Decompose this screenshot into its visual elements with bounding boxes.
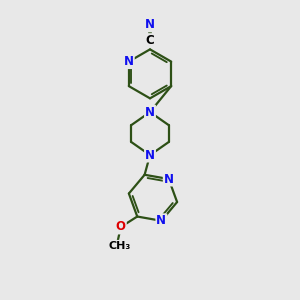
Text: N: N xyxy=(145,18,155,32)
Text: N: N xyxy=(145,148,155,162)
Text: N: N xyxy=(164,172,174,185)
Text: N: N xyxy=(145,106,155,118)
Text: O: O xyxy=(116,220,126,233)
Text: N: N xyxy=(156,214,167,227)
Text: CH₃: CH₃ xyxy=(108,241,130,251)
Text: C: C xyxy=(146,34,154,47)
Text: N: N xyxy=(124,55,134,68)
